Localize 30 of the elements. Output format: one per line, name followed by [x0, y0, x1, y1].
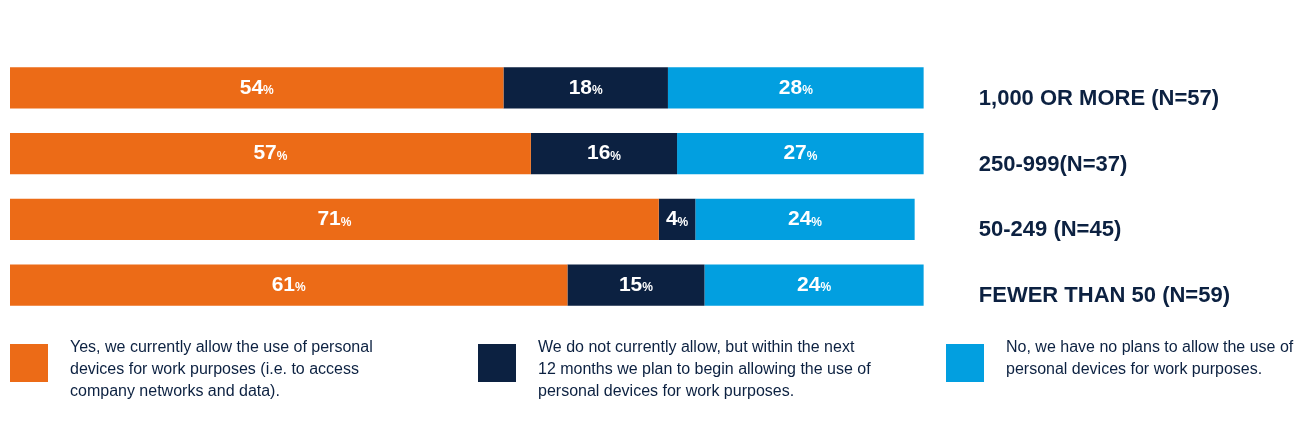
legend-label: We do not currently allow, but within the next 12 months we plan to begin allowing the use of personal devices for work purposes.: [538, 338, 872, 400]
bar: [530, 132, 678, 175]
data-label: 61%: [271, 271, 307, 295]
data-label: 15%: [618, 271, 654, 295]
bar: [667, 67, 924, 109]
bar: [10, 132, 531, 175]
bar: [10, 198, 659, 241]
bar: [503, 67, 668, 109]
data-label: 4%: [665, 206, 689, 230]
data-label: 27%: [783, 140, 818, 164]
bar: [10, 67, 504, 109]
bar: [10, 264, 568, 306]
data-label: 57%: [253, 140, 288, 164]
data-label: 71%: [317, 206, 352, 230]
y-tick-label: 1,000 OR MORE (N=57): [978, 84, 1220, 110]
bar: [567, 264, 705, 306]
y-tick-label: 250-999(N=37): [978, 150, 1128, 176]
legend-label: No, we have no plans to allow the use of personal devices for work purposes.: [1006, 338, 1294, 378]
data-label: 18%: [568, 74, 604, 98]
bar: [704, 264, 924, 306]
data-label: 16%: [586, 140, 622, 164]
y-tick-label: FEWER THAN 50 (N=59): [978, 282, 1231, 308]
bar: [677, 132, 924, 175]
data-label: 24%: [787, 206, 823, 230]
data-label: 28%: [778, 74, 814, 98]
bar: [695, 198, 915, 241]
data-label: 24%: [797, 271, 832, 295]
data-label: 54%: [239, 74, 275, 98]
y-tick-label: 50-249 (N=45): [978, 216, 1122, 242]
legend-label: Yes, we currently allow the use of personal devices for work purposes (i.e. to access company networks and data).: [70, 338, 373, 400]
